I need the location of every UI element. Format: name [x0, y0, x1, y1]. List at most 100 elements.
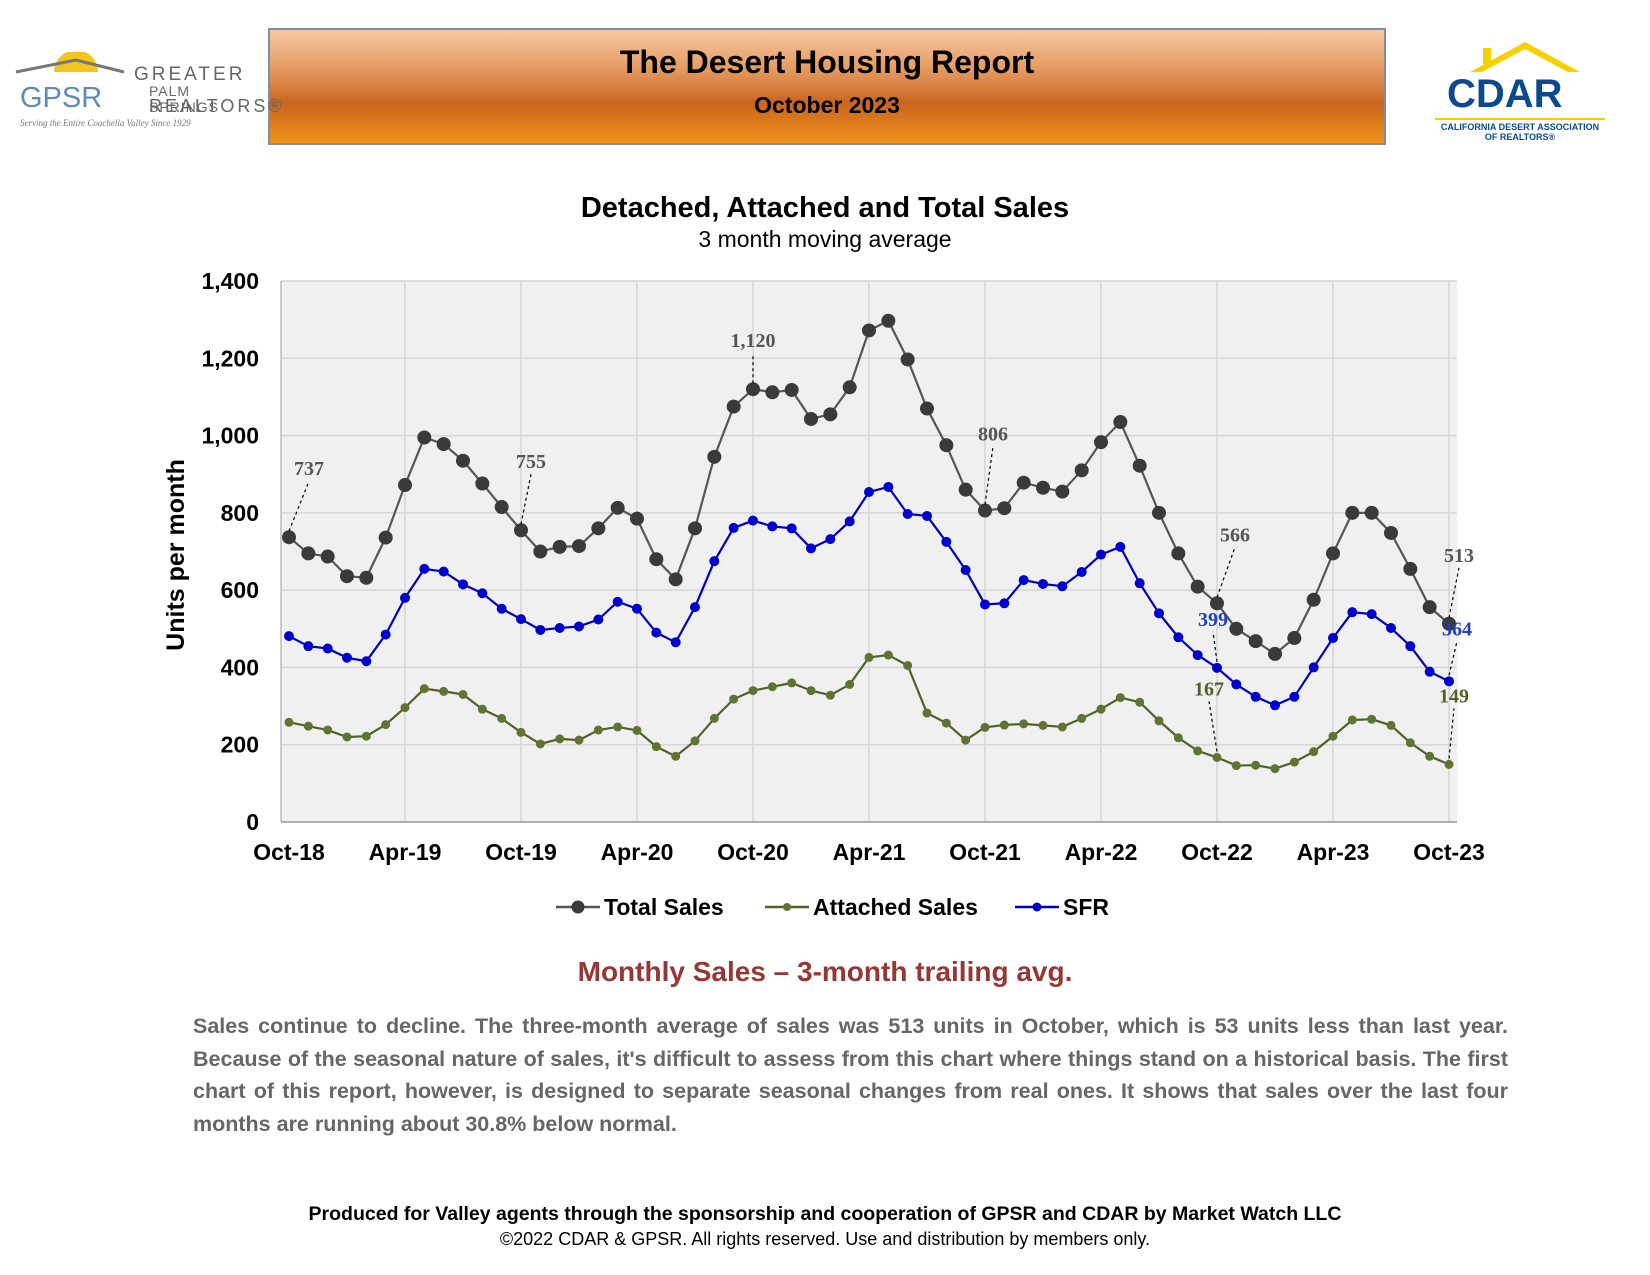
cdar-logo: CDAR CALIFORNIA DESERT ASSOCIATION OF RE… — [1425, 40, 1625, 150]
sfr-point — [1444, 676, 1454, 687]
attached-sales-point — [419, 684, 429, 694]
data-label: 737 — [294, 458, 324, 480]
attached-sales-point — [1328, 731, 1338, 741]
attached-sales-point — [516, 727, 526, 737]
total-sales-point — [552, 539, 567, 554]
total-sales-point — [1016, 475, 1031, 490]
total-sales-point — [417, 430, 432, 445]
total-sales-point — [1306, 592, 1321, 607]
sfr-point — [458, 579, 468, 590]
sales-line-chart: 0 200 400 600 800 1,000 1,200 1,400 Oct-18 Apr-19… — [162, 268, 1485, 920]
label-leader-line — [288, 480, 310, 532]
cdar-divider — [1435, 118, 1605, 120]
total-sales-point — [630, 511, 644, 526]
sfr-point — [902, 509, 913, 520]
attached-sales-point — [787, 678, 797, 688]
y-tick-label: 1,000 — [201, 423, 259, 449]
attached-sales-point — [1154, 716, 1164, 726]
sfr-point — [1096, 549, 1106, 560]
attached-sales-point — [671, 751, 681, 761]
attached-sales-point — [980, 722, 990, 732]
sfr-point — [535, 624, 546, 635]
attached-sales-point — [748, 686, 758, 696]
total-sales-point — [1248, 634, 1263, 649]
sfr-point — [1057, 581, 1068, 592]
y-tick-label: 400 — [221, 654, 259, 680]
attached-sales-point — [1135, 697, 1145, 707]
legend-marker — [571, 900, 585, 914]
total-sales-point — [978, 503, 992, 518]
total-sales-point — [668, 572, 683, 587]
total-sales-point — [1113, 415, 1128, 430]
total-sales-point — [823, 407, 838, 422]
legend-marker — [1032, 902, 1042, 912]
x-tick-label: Apr-23 — [1297, 839, 1370, 865]
copyright-footer: ©2022 CDAR & GPSR. All rights reserved. … — [499, 1229, 1151, 1249]
total-sales-point — [881, 313, 896, 328]
attached-sales-point — [1425, 751, 1435, 761]
label-leader-line — [1216, 547, 1236, 598]
total-sales-point — [842, 380, 857, 395]
sfr-point — [342, 652, 352, 663]
cdar-tagline-1: CALIFORNIA DESERT ASSOCIATION — [1440, 122, 1600, 132]
sfr-point — [1250, 691, 1261, 702]
x-tick-label: Apr-19 — [369, 839, 442, 865]
total-sales-point — [862, 323, 876, 338]
total-sales-point — [1171, 546, 1186, 561]
attached-sales-point — [845, 679, 855, 689]
total-sales-point — [1384, 525, 1398, 540]
total-sales-point — [1152, 505, 1166, 520]
report-title: The Desert Housing Report — [619, 44, 1035, 80]
attached-sales-point — [439, 686, 449, 696]
sfr-point — [477, 588, 488, 599]
data-label: 149 — [1439, 685, 1469, 707]
data-label: 167 — [1194, 678, 1224, 700]
sfr-point — [728, 522, 739, 533]
x-tick-label: Oct-19 — [485, 839, 557, 865]
attached-sales-point — [400, 703, 410, 713]
sfr-point — [864, 486, 874, 497]
attached-sales-point — [284, 717, 294, 727]
y-tick-label: 0 — [246, 809, 259, 835]
total-sales-point — [765, 385, 780, 400]
attached-sales-point — [574, 735, 584, 745]
sfr-point — [1076, 566, 1087, 577]
total-sales-point — [784, 382, 799, 397]
sfr-point — [1038, 578, 1048, 589]
legend-label: Attached Sales — [813, 894, 978, 920]
sfr-point — [941, 536, 952, 547]
gpsr-logo: GPSR GREATER PALM SPRINGS REALTORS® Serv… — [14, 52, 282, 132]
sfr-point — [748, 515, 758, 526]
label-leader-line — [1212, 631, 1218, 662]
data-labels: 737 755 1,120 806 566 513 167 149 399 364 — [288, 330, 1474, 759]
total-sales-point — [997, 501, 1012, 516]
chart-subtitle: 3 month moving average — [698, 226, 952, 252]
attached-sales-point — [864, 652, 874, 662]
series-layer — [282, 313, 1456, 774]
total-sales-point — [494, 500, 509, 515]
sfr-point — [806, 543, 816, 554]
total-sales-point — [649, 552, 664, 567]
x-tick-label: Apr-21 — [833, 839, 906, 865]
total-sales-point — [340, 569, 354, 584]
sfr-point — [593, 614, 604, 625]
attached-sales-point — [1077, 713, 1087, 723]
total-sales-point — [591, 521, 606, 536]
total-sales-point — [320, 549, 335, 564]
sfr-point — [825, 534, 836, 545]
total-sales-point — [1422, 600, 1437, 615]
total-sales-point — [572, 539, 586, 554]
sfr-point — [612, 596, 623, 607]
x-tick-label: Apr-22 — [1065, 839, 1138, 865]
sfr-point — [1134, 578, 1145, 589]
sfr-point — [284, 631, 294, 642]
label-leader-line — [1448, 708, 1455, 759]
total-sales-point — [475, 476, 490, 491]
attached-sales-point — [1231, 761, 1241, 771]
gpsr-line3: REALTORS® — [149, 96, 285, 116]
attached-sales-point — [555, 734, 565, 744]
attached-sales-point — [941, 718, 951, 728]
total-sales-point — [1132, 458, 1147, 473]
sfr-point — [1424, 666, 1435, 677]
chart-legend: Total Sales Attached Sales SFR — [556, 894, 1109, 920]
